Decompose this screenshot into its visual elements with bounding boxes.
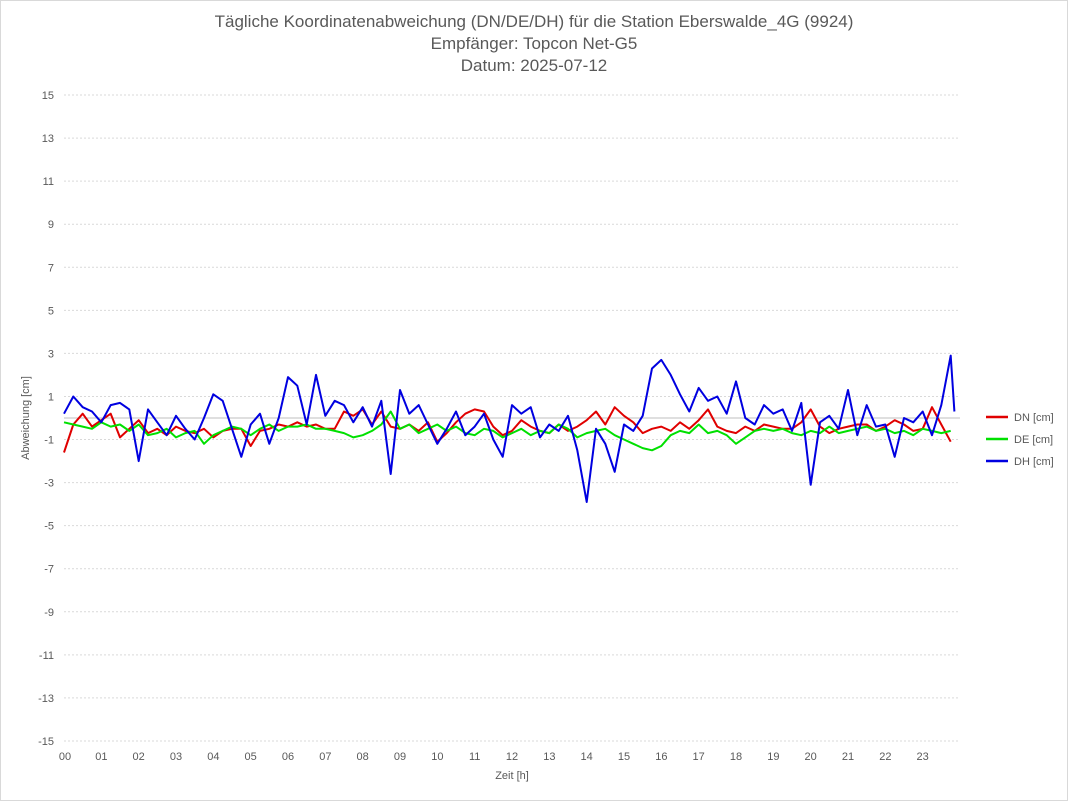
x-tick-label: 07 <box>319 751 331 763</box>
x-tick-label: 18 <box>730 751 742 763</box>
y-tick-label: 1 <box>48 391 54 403</box>
chart-date: Datum: 2025-07-12 <box>460 56 608 75</box>
y-tick-label: 5 <box>48 305 54 317</box>
y-tick-label: -1 <box>44 435 54 447</box>
x-tick-label: 21 <box>842 751 854 763</box>
x-tick-label: 01 <box>95 751 107 763</box>
legend-label: DN [cm] <box>1014 412 1054 424</box>
legend-label: DH [cm] <box>1014 456 1054 468</box>
x-tick-label: 16 <box>655 751 667 763</box>
x-tick-label: 23 <box>917 751 929 763</box>
x-tick-label: 08 <box>357 751 369 763</box>
y-tick-label: 3 <box>48 348 54 360</box>
legend-label: DE [cm] <box>1014 434 1053 446</box>
y-tick-label: 13 <box>42 133 54 145</box>
chart-title-block: Tägliche Koordinatenabweichung (DN/DE/DH… <box>0 11 1068 77</box>
x-tick-label: 22 <box>879 751 891 763</box>
x-tick-label: 05 <box>245 751 257 763</box>
x-tick-label: 13 <box>543 751 555 763</box>
y-axis-label: Abweichung [cm] <box>20 376 32 460</box>
x-tick-label: 17 <box>693 751 705 763</box>
y-tick-label: -15 <box>38 736 54 748</box>
chart-title: Tägliche Koordinatenabweichung (DN/DE/DH… <box>214 12 854 31</box>
x-tick-label: 12 <box>506 751 518 763</box>
x-tick-label: 11 <box>469 751 480 763</box>
x-tick-label: 06 <box>282 751 294 763</box>
x-tick-label: 20 <box>805 751 817 763</box>
y-tick-label: -5 <box>44 521 54 533</box>
x-tick-label: 19 <box>767 751 779 763</box>
x-tick-label: 14 <box>581 751 593 763</box>
chart-subtitle: Empfänger: Topcon Net-G5 <box>430 34 638 53</box>
x-tick-label: 00 <box>59 751 71 763</box>
x-tick-label: 02 <box>133 751 145 763</box>
x-tick-label: 03 <box>170 751 182 763</box>
x-tick-label: 15 <box>618 751 630 763</box>
x-tick-label: 04 <box>207 751 219 763</box>
y-tick-label: -11 <box>39 650 54 662</box>
x-tick-label: 10 <box>431 751 443 763</box>
series-line-dh <box>63 354 956 503</box>
y-tick-label: 9 <box>48 219 54 231</box>
axis-ticks: 15 13 11 9 7 5 3 1 -1 -3 -5 -7 -9 -11 -13 -15 00 01 02 03 04… <box>38 90 929 763</box>
x-tick-label: 09 <box>394 751 406 763</box>
y-tick-label: 15 <box>42 90 54 102</box>
series-lines <box>63 354 956 503</box>
y-tick-label: -3 <box>44 478 54 490</box>
y-tick-label: -7 <box>44 564 54 576</box>
gridlines <box>64 94 960 742</box>
y-tick-label: 7 <box>48 262 54 274</box>
legend: DN [cm] DE [cm] DH [cm] <box>986 412 1054 468</box>
y-tick-label: -13 <box>38 693 54 705</box>
x-axis-label: Zeit [h] <box>495 770 529 782</box>
y-tick-label: 11 <box>43 176 54 188</box>
y-tick-label: -9 <box>44 607 54 619</box>
